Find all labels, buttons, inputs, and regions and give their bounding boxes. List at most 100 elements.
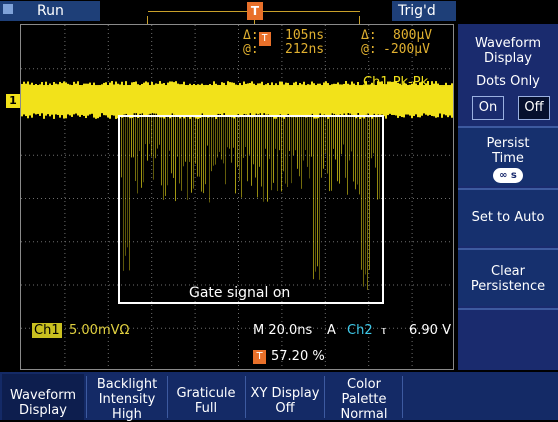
grid-dot	[368, 325, 370, 326]
set-to-auto-button[interactable]: Set to Auto	[458, 188, 558, 246]
bottom-item-waveform-display[interactable]: Waveform Display	[2, 374, 84, 420]
grid-dot	[293, 284, 294, 286]
grid-dot	[368, 357, 370, 358]
grid-dot	[281, 81, 283, 82]
ch1-ground-marker[interactable]: 1	[6, 94, 20, 108]
grid-dot	[151, 229, 153, 230]
trace-noise	[277, 85, 279, 116]
grid-dot	[194, 357, 196, 358]
grid-dot	[412, 369, 413, 370]
grid-dot	[377, 327, 378, 329]
grid-dot	[107, 345, 109, 346]
grid-dot	[125, 68, 126, 70]
trace-persistence	[357, 113, 358, 185]
trace-noise	[167, 82, 169, 116]
trace-persistence	[311, 113, 312, 157]
trace-noise	[411, 83, 413, 119]
grid-dot	[411, 313, 413, 314]
grid-dot	[217, 327, 218, 329]
trace-persistence	[141, 113, 142, 188]
grid-dot	[194, 181, 196, 182]
grid-dot	[301, 241, 302, 243]
grid-dot	[101, 327, 102, 329]
persist-time-button[interactable]: Persist Time ∞ s	[458, 126, 558, 186]
grid-dot	[437, 241, 438, 243]
grid-dot	[238, 33, 239, 34]
grid-dot	[64, 49, 66, 50]
bottom-item-color-palette[interactable]: Color Palette Normal	[326, 374, 402, 422]
grid-dot	[281, 305, 283, 306]
grid-dot	[405, 198, 406, 199]
grid-dot	[261, 198, 262, 199]
grid-dot	[64, 41, 66, 42]
grid-dot	[324, 25, 326, 26]
grid-dot	[189, 284, 190, 286]
grid-dot	[449, 198, 450, 199]
grid-dot	[411, 337, 413, 338]
grid-dot	[113, 198, 114, 199]
grid-dot	[194, 329, 196, 330]
grid-dot	[238, 129, 239, 130]
grid-dot	[151, 337, 153, 338]
grid-dot	[64, 189, 66, 190]
grid-dot	[441, 154, 442, 156]
trace-noise	[155, 83, 157, 114]
trigger-position-icon[interactable]: T	[247, 2, 263, 20]
grid-dot	[368, 57, 370, 58]
trace-noise	[287, 82, 289, 114]
grid-dot	[173, 241, 174, 243]
trace-persistence	[377, 113, 378, 200]
grid-dot	[107, 53, 109, 54]
grid-dot	[345, 284, 346, 286]
grid-dot	[107, 189, 109, 190]
grid-dot	[245, 154, 246, 156]
trace-noise	[409, 84, 411, 116]
dots-only-off-button[interactable]: Off	[518, 96, 550, 120]
trace-persistence	[177, 113, 178, 157]
trace-persistence	[157, 113, 158, 149]
grid-dot	[293, 241, 294, 243]
grid-dot	[368, 49, 370, 50]
grid-dot	[411, 317, 413, 318]
dots-only-on-button[interactable]: On	[472, 96, 504, 120]
bottom-item-graticule[interactable]: Graticule Full	[168, 374, 244, 420]
trace-persistence	[167, 113, 168, 186]
grid-dot	[225, 284, 226, 286]
grid-dot	[137, 327, 138, 329]
bottom-item-backlight[interactable]: Backlight Intensity High	[88, 374, 166, 422]
trace-noise	[429, 85, 431, 115]
clear-persistence-button[interactable]: Clear Persistence	[458, 248, 558, 306]
bottom-item-xy-display[interactable]: XY Display Off	[246, 374, 324, 420]
grid-dot	[194, 349, 196, 350]
grid-dot	[368, 313, 370, 314]
grid-dot	[417, 241, 418, 243]
grid-dot	[64, 25, 66, 26]
grid-dot	[421, 68, 422, 70]
grid-dot	[194, 205, 196, 206]
grid-dot	[107, 361, 109, 362]
grid-dot	[238, 257, 239, 258]
grid-dot	[357, 198, 358, 199]
trace-noise	[21, 83, 23, 117]
grid-dot	[64, 61, 66, 62]
grid-dot	[265, 284, 266, 286]
grid-dot	[313, 68, 314, 70]
grid-dot	[411, 217, 413, 218]
grid-dot	[361, 327, 362, 329]
grid-dot	[324, 201, 326, 202]
grid-dot	[261, 241, 262, 243]
trace-noise	[397, 82, 399, 118]
grid-dot	[401, 198, 402, 199]
grid-dot	[281, 257, 283, 258]
grid-dot	[141, 327, 142, 329]
grid-dot	[157, 154, 158, 156]
trace-noise	[123, 86, 125, 115]
grid-dot	[213, 284, 214, 286]
grid-dot	[194, 193, 196, 194]
grid-dot	[221, 68, 222, 70]
waveform-graticule[interactable]: Δ: T 105ns @: 212ns Δ: 800µV @: -200µV Ch…	[20, 24, 454, 370]
grid-dot	[241, 198, 242, 199]
grid-dot	[194, 309, 196, 310]
grid-dot	[213, 241, 214, 243]
trace-noise	[447, 86, 449, 118]
